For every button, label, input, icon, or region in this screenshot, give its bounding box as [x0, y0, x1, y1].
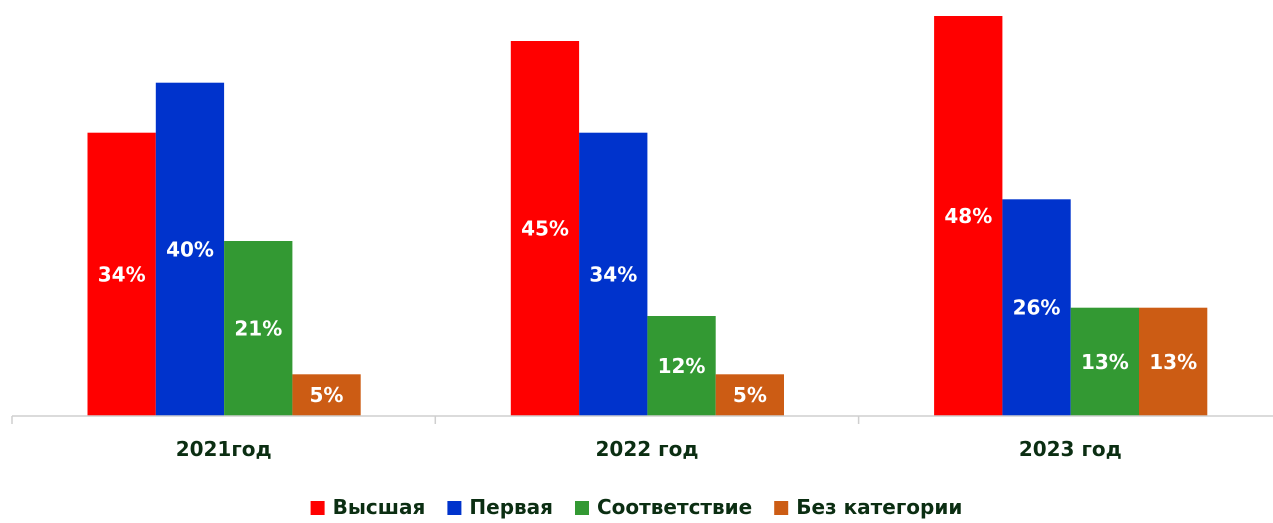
data-label: 48% [944, 204, 992, 228]
bar-2-3 [1002, 199, 1071, 416]
data-label: 21% [234, 317, 282, 341]
data-label: 5% [733, 383, 767, 407]
x-axis [11, 415, 1273, 424]
legend-label: Высшая [333, 495, 426, 519]
legend: Высшая Первая Соответствие Без категории [310, 495, 962, 519]
category-label: 2023 год [1019, 437, 1122, 461]
bar-4-3 [1139, 307, 1208, 416]
bar-4-1 [292, 374, 361, 416]
bar-1-1 [87, 132, 156, 416]
legend-label: Без категории [796, 495, 962, 519]
legend-item: Высшая [310, 495, 426, 519]
bar-3-2 [647, 316, 716, 416]
legend-label: Соответствие [597, 495, 752, 519]
bars-group [87, 16, 1208, 416]
category-label: 2022 год [596, 437, 699, 461]
legend-item: Без категории [774, 495, 962, 519]
category-labels-group: 2021год 2022 год 2023 год [176, 437, 1122, 461]
bar-1-3 [934, 16, 1003, 416]
legend-swatch [575, 501, 589, 515]
data-label: 45% [521, 217, 569, 241]
bar-3-3 [1070, 307, 1139, 416]
data-label: 40% [166, 237, 214, 261]
bar-2-2 [579, 132, 648, 416]
legend-swatch [774, 501, 789, 515]
bar-3-1 [224, 241, 293, 416]
legend-label: Первая [469, 495, 553, 519]
bar-4-2 [715, 374, 784, 416]
legend-item: Первая [447, 495, 553, 519]
data-label: 26% [1013, 296, 1061, 320]
bar-1-2 [510, 41, 580, 416]
bar-labels-group: 34% 40% 21% 5% 45% 34% 12% 5% 48% 26% 13% 13% [98, 204, 1197, 407]
data-label: 13% [1081, 350, 1129, 374]
bar-2-1 [155, 82, 225, 416]
legend-item: Соответствие [575, 495, 752, 519]
data-label: 34% [98, 262, 146, 286]
data-label: 34% [589, 262, 637, 286]
legend-swatch [447, 501, 462, 515]
data-label: 13% [1149, 350, 1197, 374]
legend-swatch [310, 501, 325, 515]
data-label: 12% [658, 354, 706, 378]
category-label: 2021год [176, 437, 272, 461]
data-label: 5% [310, 383, 344, 407]
